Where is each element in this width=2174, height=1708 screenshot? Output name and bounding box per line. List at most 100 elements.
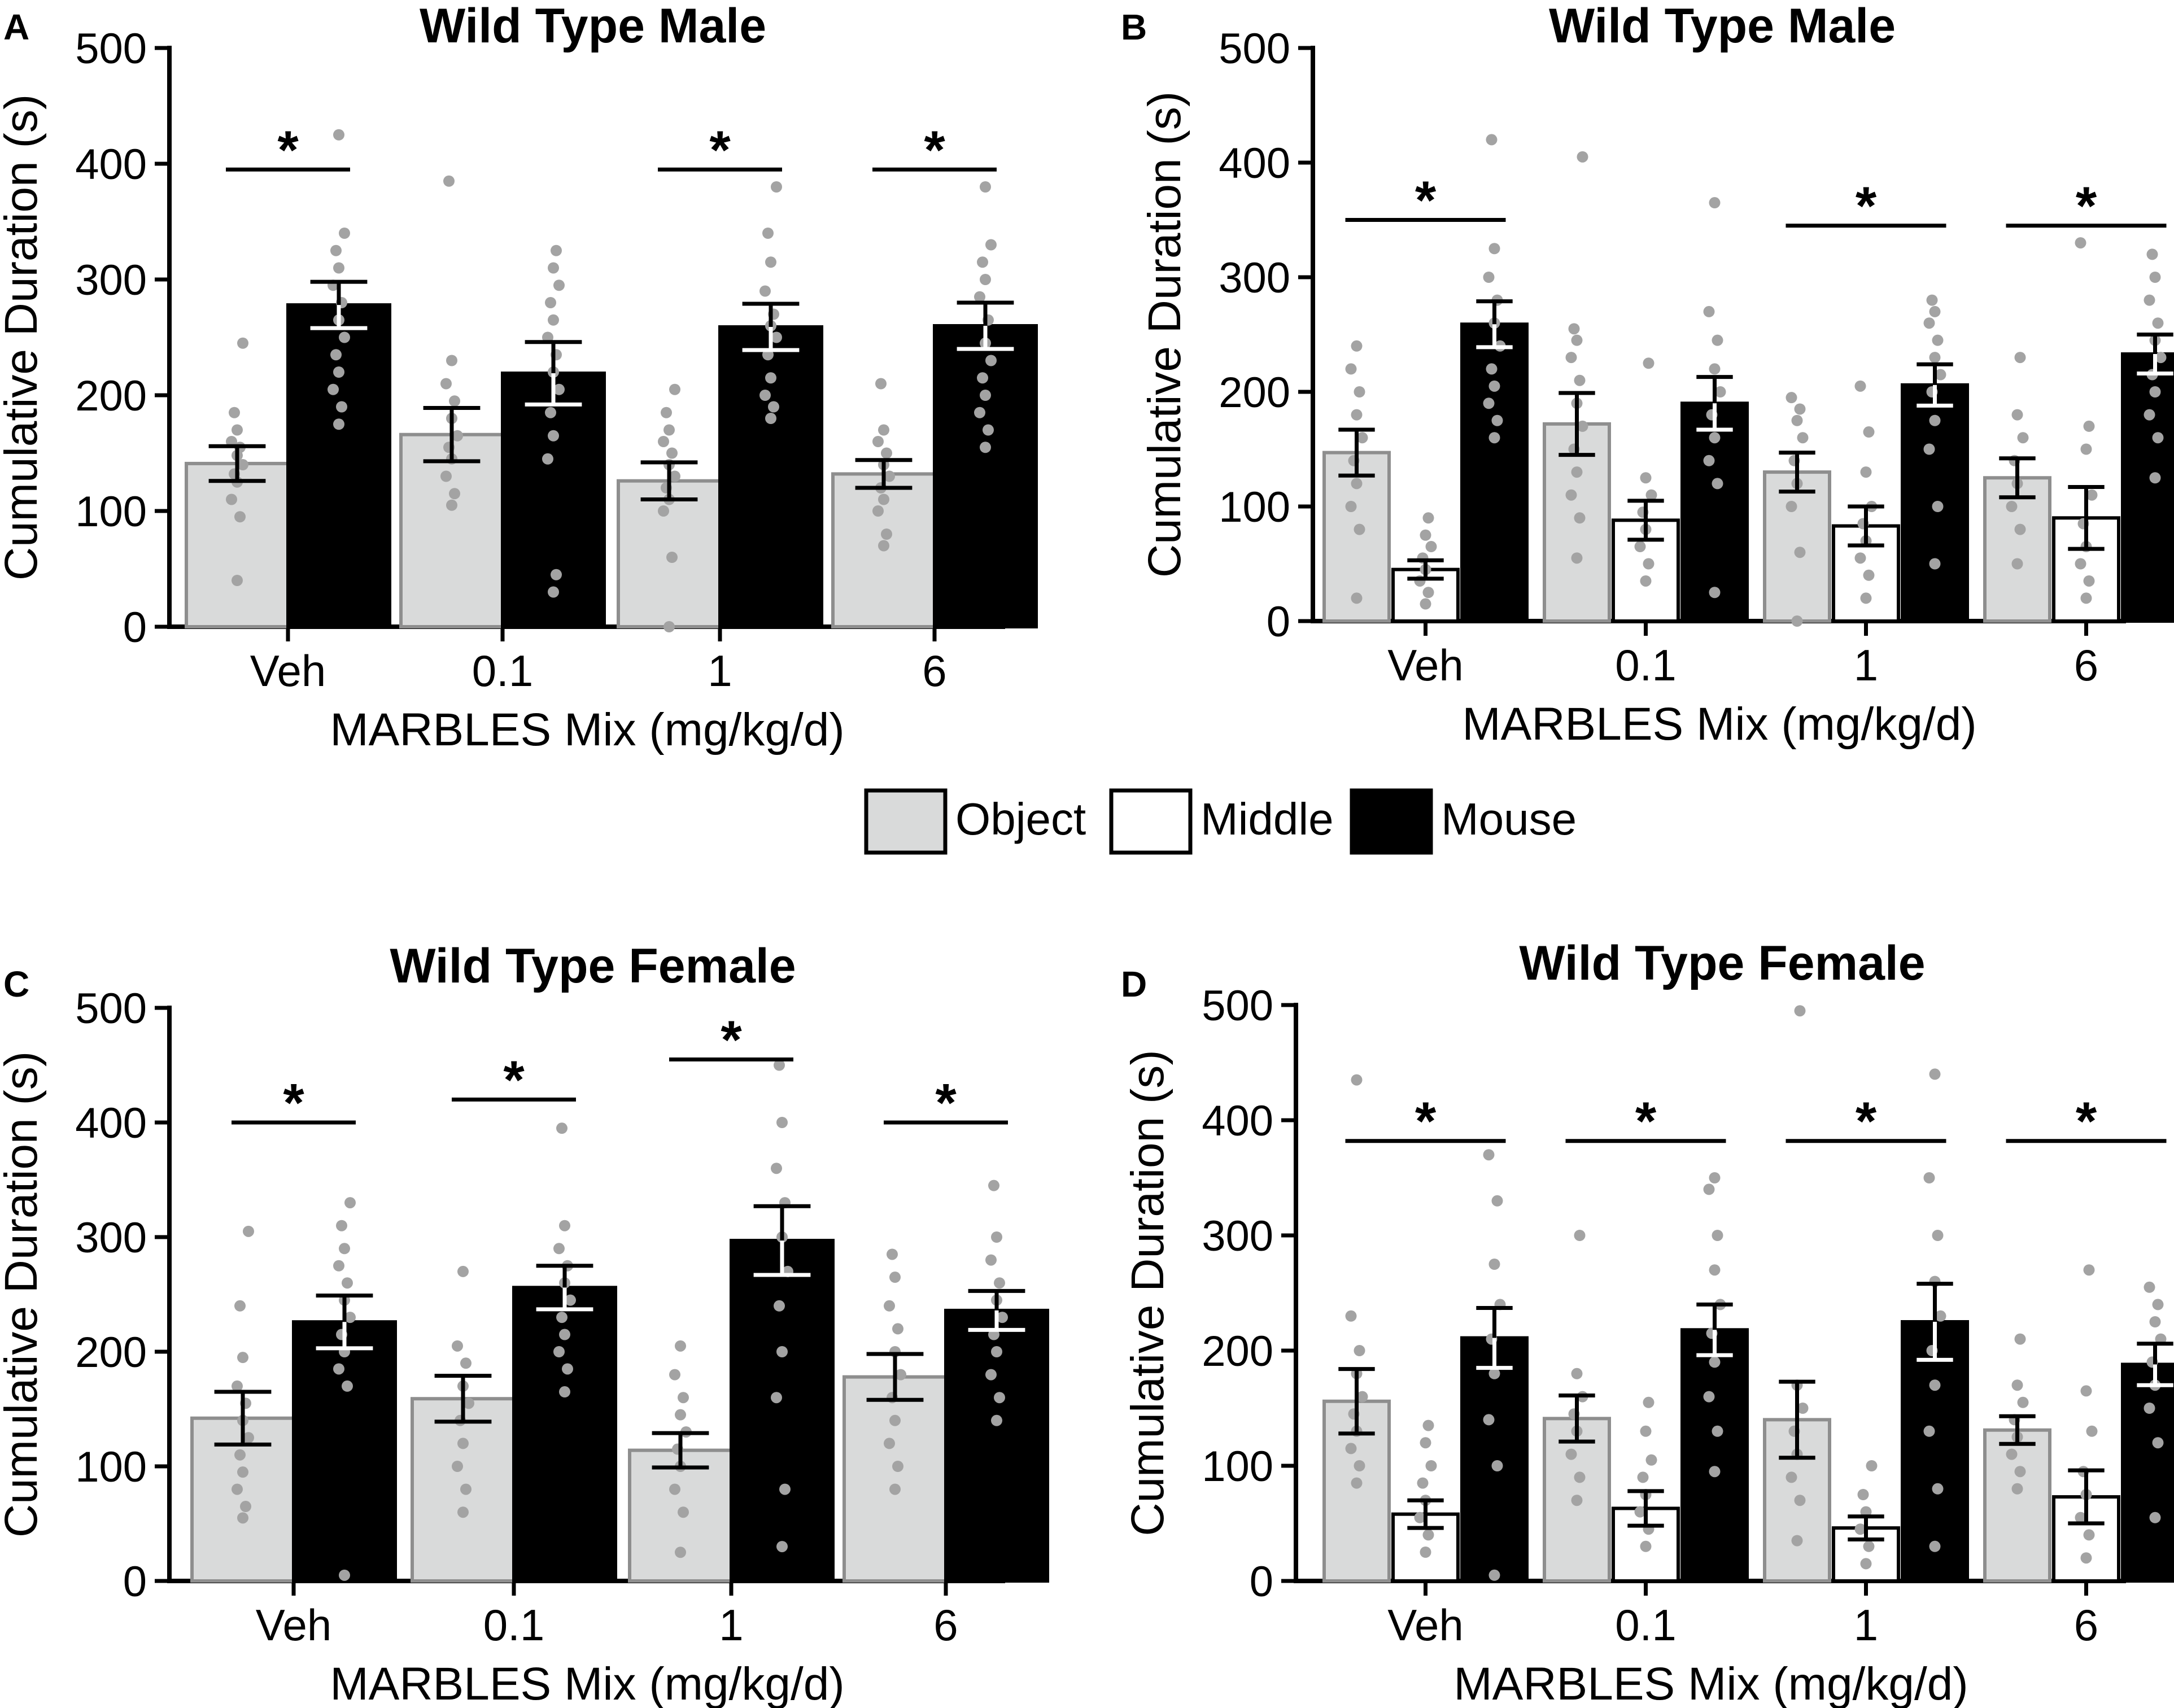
y-tick-label: 300	[75, 256, 147, 304]
data-point-mouse	[1709, 1356, 1721, 1368]
data-point-mouse	[553, 279, 565, 291]
data-point-object	[2014, 523, 2026, 535]
significance-marker: *	[1415, 171, 1437, 231]
y-axis-label: Cumulative Duration (s)	[1122, 1050, 1173, 1536]
panel-label-d: D	[1121, 964, 1147, 1004]
data-point-object	[872, 505, 884, 517]
y-tick-label: 400	[1219, 139, 1290, 187]
data-point-mouse	[1486, 134, 1498, 146]
bar-middle-2	[1832, 1526, 1900, 1583]
data-point-middle	[1645, 1454, 1657, 1466]
data-point-mouse	[2149, 272, 2161, 283]
data-point-object	[2017, 1396, 2029, 1408]
data-point-object	[2006, 501, 2018, 512]
data-point-object	[1574, 1471, 1586, 1483]
data-point-middle	[1863, 569, 1875, 581]
y-axis-label: Cumulative Duration (s)	[0, 1051, 47, 1537]
data-point-object	[878, 493, 889, 505]
data-point-object	[889, 1272, 901, 1283]
data-point-object	[1354, 1460, 1365, 1471]
y-tick-label: 500	[75, 985, 147, 1033]
data-point-object	[232, 575, 243, 586]
significance-marker: *	[1856, 176, 1877, 237]
x-axis-label: MARBLES Mix (mg/kg/d)	[1453, 1658, 1968, 1708]
data-point-mouse	[2144, 1403, 2155, 1414]
x-tick-label: 1	[708, 646, 732, 696]
data-point-mouse	[1488, 1368, 1500, 1379]
data-point-object	[1345, 1310, 1357, 1322]
data-point-mouse	[974, 291, 985, 303]
data-point-mouse	[985, 1254, 997, 1266]
bar-mouse-3	[2121, 1362, 2174, 1583]
y-tick-label: 500	[1219, 25, 1290, 73]
x-axis-label: MARBLES Mix (mg/kg/d)	[1462, 698, 1976, 750]
data-point-object	[237, 459, 248, 470]
data-point-mouse	[1929, 305, 1941, 317]
data-point-object	[678, 1392, 689, 1404]
data-point-mouse	[2146, 248, 2158, 260]
y-tick-label: 500	[75, 25, 147, 73]
data-point-object	[2014, 1333, 2026, 1345]
data-point-mouse	[1932, 334, 1944, 346]
data-point-middle	[1866, 1460, 1878, 1471]
data-point-mouse	[1491, 1460, 1503, 1471]
data-point-mouse	[559, 1220, 570, 1231]
data-point-mouse	[1709, 1466, 1721, 1478]
data-point-object	[895, 1369, 906, 1381]
data-point-middle	[1854, 552, 1866, 564]
x-tick-label: Veh	[250, 646, 326, 696]
data-point-mouse	[980, 390, 991, 401]
data-point-object	[875, 378, 887, 390]
data-point-object	[884, 1300, 895, 1312]
data-point-object	[666, 552, 678, 563]
data-point-middle	[2080, 1552, 2092, 1564]
data-point-mouse	[765, 256, 776, 268]
data-point-object	[440, 470, 452, 482]
data-point-object	[449, 395, 460, 407]
data-point-middle	[1854, 380, 1866, 392]
bar-object-0	[190, 1416, 295, 1583]
data-point-object	[463, 1397, 474, 1409]
data-point-object	[892, 1323, 903, 1335]
data-point-middle	[1854, 1523, 1866, 1535]
data-point-middle	[2080, 443, 2092, 455]
legend-label-object: Object	[955, 794, 1086, 844]
bar-mouse-2	[730, 1239, 835, 1583]
data-point-mouse	[765, 413, 776, 424]
significance-marker: *	[1856, 1091, 1877, 1152]
data-point-mouse	[991, 1346, 1002, 1357]
data-point-mouse	[342, 1380, 353, 1392]
data-point-mouse	[1709, 1172, 1721, 1183]
x-tick-label: Veh	[1387, 640, 1463, 690]
data-point-mouse	[1714, 386, 1726, 397]
y-tick-label: 200	[1202, 1327, 1273, 1375]
data-point-mouse	[333, 1363, 344, 1375]
significance-marker: *	[924, 120, 945, 180]
data-point-middle	[1640, 1425, 1652, 1437]
data-point-mouse	[553, 383, 565, 395]
data-point-object	[1345, 363, 1357, 375]
x-tick-label: 6	[2074, 640, 2098, 690]
data-point-mouse	[559, 1329, 570, 1340]
x-tick-label: 1	[1854, 640, 1878, 690]
data-point-mouse	[1703, 1391, 1715, 1403]
y-tick-label: 0	[123, 604, 147, 652]
data-point-middle	[1643, 558, 1654, 570]
panel-d: Wild Type Female 0 100 200 300 400 500 Cumulati…	[1122, 936, 2174, 1708]
panel-label-b: B	[1121, 7, 1147, 47]
y-tick-label: 300	[75, 1214, 147, 1262]
data-point-mouse	[339, 1243, 350, 1255]
data-point-object	[449, 488, 460, 500]
data-point-object	[2014, 1466, 2026, 1478]
data-point-object	[669, 1483, 680, 1495]
y-tick-label: 100	[75, 1443, 147, 1491]
data-point-mouse	[333, 366, 344, 378]
data-point-object	[1351, 340, 1363, 352]
data-point-mouse	[2152, 432, 2164, 444]
panel-a: Wild Type Male 0 100 200 300 400 500 Cumulative…	[0, 0, 1038, 755]
data-point-middle	[1637, 1471, 1649, 1483]
data-point-mouse	[1712, 334, 1723, 346]
data-point-object	[446, 499, 457, 511]
data-point-mouse	[776, 1346, 788, 1357]
y-tick-label: 500	[1202, 982, 1273, 1030]
